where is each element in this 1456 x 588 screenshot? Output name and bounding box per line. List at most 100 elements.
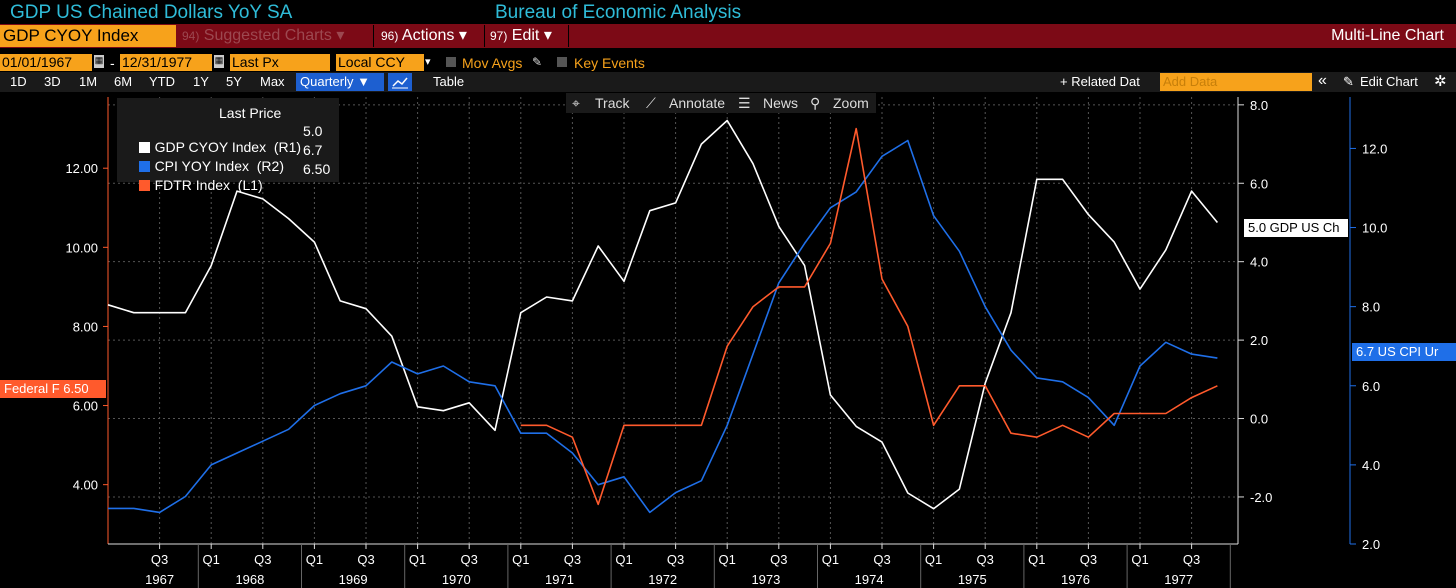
cpi-last-tag: 6.7 US CPI Ur <box>1352 343 1456 361</box>
key-events-label[interactable]: Key Events <box>574 55 645 71</box>
annotate-icon[interactable]: ⟋ <box>646 95 656 111</box>
end-date-field[interactable]: 12/31/1977 <box>120 54 212 71</box>
range-6m-button[interactable]: 6M <box>114 74 133 89</box>
x-quarter-label: Q3 <box>564 552 581 567</box>
data-source: Bureau of Economic Analysis <box>495 2 742 23</box>
x-quarter-label: Q3 <box>667 552 684 567</box>
x-year-label: 1975 <box>958 572 987 587</box>
start-date-field[interactable]: 01/01/1967 <box>0 54 92 71</box>
currency-select[interactable]: Local CCY <box>336 54 424 71</box>
x-quarter-label: Q3 <box>873 552 890 567</box>
legend-value-cpi: 6.7 <box>303 142 323 158</box>
news-icon[interactable]: ☰ <box>738 95 751 111</box>
edit-chart-button[interactable]: Edit Chart <box>1360 74 1418 89</box>
price-field-select[interactable]: Last Px <box>230 54 330 71</box>
left-tick-label: 8.00 <box>73 319 98 334</box>
annotate-button[interactable]: Annotate <box>669 95 726 111</box>
x-year-label: 1976 <box>1061 572 1090 587</box>
x-quarter-label: Q1 <box>512 552 529 567</box>
pencil-icon[interactable]: ✎ <box>532 55 543 69</box>
zoom-button[interactable]: Zoom <box>833 95 869 111</box>
actions-menu[interactable]: 96) Actions ▾ <box>381 27 467 44</box>
edit-menu[interactable]: 97) Edit ▾ <box>490 27 552 44</box>
x-year-label: 1968 <box>235 572 264 587</box>
x-quarter-label: Q1 <box>822 552 839 567</box>
calendar-icon[interactable]: ▦ <box>94 55 104 68</box>
range-5y-button[interactable]: 5Y <box>226 74 242 89</box>
zoom-icon[interactable]: ⚲ <box>810 95 821 111</box>
gear-icon[interactable]: ✲ <box>1434 73 1447 90</box>
range-3d-button[interactable]: 3D <box>44 74 61 89</box>
series-line-l1 <box>520 127 1218 506</box>
x-quarter-label: Q3 <box>461 552 478 567</box>
x-quarter-label: Q1 <box>203 552 220 567</box>
suggested-charts-menu[interactable]: 94) Suggested Charts ▾ <box>182 27 345 44</box>
left-tick-label: 4.00 <box>73 478 98 493</box>
table-button[interactable]: Table <box>433 74 465 89</box>
news-button[interactable]: News <box>763 95 799 111</box>
legend-row-gdp[interactable]: GDP CYOY Index (R1) <box>123 123 301 171</box>
x-year-label: 1970 <box>442 572 471 587</box>
chart-tools: ⌖ Track ⟋ Annotate ☰ News ⚲ Zoom <box>566 93 876 113</box>
periodicity-select[interactable]: Quarterly ▼ <box>296 73 384 91</box>
range-max-button[interactable]: Max <box>260 74 285 89</box>
ticker-field[interactable]: GDP CYOY Index <box>0 25 176 47</box>
r1-tick-label: 2.0 <box>1250 333 1268 348</box>
chart-type-label: Multi-Line Chart <box>1331 27 1444 44</box>
title-bar: GDP US Chained Dollars YoY SA Bureau of … <box>0 0 1456 24</box>
r1-tick-label: 8.0 <box>1250 98 1268 113</box>
x-quarter-label: Q3 <box>254 552 271 567</box>
mov-avgs-checkbox[interactable] <box>446 57 456 67</box>
chevron-down-icon[interactable]: ▾ <box>425 56 431 68</box>
x-year-label: 1967 <box>145 572 174 587</box>
x-quarter-label: Q1 <box>925 552 942 567</box>
mov-avgs-label[interactable]: Mov Avgs <box>462 55 523 71</box>
legend-row-cpi[interactable]: CPI YOY Index (R2) <box>123 142 284 190</box>
left-tick-label: 6.00 <box>73 399 98 414</box>
gdp-last-tag: 5.0 GDP US Ch <box>1244 219 1348 237</box>
key-events-checkbox[interactable] <box>557 57 567 67</box>
add-data-input[interactable]: Add Data <box>1160 73 1312 91</box>
series-line-r2 <box>108 139 1218 514</box>
left-tick-label: 12.00 <box>65 161 98 176</box>
r1-tick-label: 0.0 <box>1250 412 1268 427</box>
legend-heading: Last Price <box>219 105 282 121</box>
chart-legend: Last Price GDP CYOY Index (R1) 5.0 CPI Y… <box>117 98 339 193</box>
x-year-label: 1971 <box>545 572 574 587</box>
legend-value-gdp: 5.0 <box>303 123 323 139</box>
chart-axes <box>107 97 1351 545</box>
x-year-label: 1969 <box>339 572 368 587</box>
r2-tick-label: 10.0 <box>1362 221 1387 236</box>
x-quarter-label: Q1 <box>409 552 426 567</box>
collapse-icon[interactable]: « <box>1318 72 1327 89</box>
x-year-label: 1974 <box>855 572 884 587</box>
left-tick-label: 10.00 <box>65 240 98 255</box>
menu-bar <box>0 24 1456 48</box>
r2-tick-label: 6.0 <box>1362 379 1380 394</box>
range-1m-button[interactable]: 1M <box>79 74 98 89</box>
x-quarter-label: Q1 <box>719 552 736 567</box>
track-button[interactable]: Track <box>595 95 630 111</box>
range-1y-button[interactable]: 1Y <box>193 74 209 89</box>
calendar-icon[interactable]: ▦ <box>214 55 224 68</box>
legend-row-fdtr[interactable]: FDTR Index (L1) <box>123 161 263 209</box>
x-quarter-label: Q3 <box>1080 552 1097 567</box>
x-quarter-label: Q1 <box>615 552 632 567</box>
r2-tick-label: 8.0 <box>1362 300 1380 315</box>
multi-line-chart[interactable]: 4.00 6.00 8.00 10.00 12.00 -2.0 0.0 2.0 4.0 6.0 8.… <box>0 92 1456 588</box>
range-1d-button[interactable]: 1D <box>10 74 27 89</box>
chart-series <box>107 119 1219 514</box>
r2-tick-label: 12.0 <box>1362 141 1387 156</box>
pencil-icon[interactable]: ✎ <box>1343 74 1354 89</box>
x-quarter-label: Q1 <box>1028 552 1045 567</box>
x-quarter-label: Q3 <box>1183 552 1200 567</box>
x-quarter-label: Q3 <box>357 552 374 567</box>
x-year-label: 1973 <box>751 572 780 587</box>
line-chart-icon[interactable] <box>388 73 412 91</box>
range-ytd-button[interactable]: YTD <box>149 74 175 89</box>
related-data-button[interactable]: + Related Dat <box>1060 74 1140 89</box>
x-quarter-label: Q3 <box>151 552 168 567</box>
track-icon[interactable]: ⌖ <box>572 95 580 111</box>
date-separator: - <box>110 55 115 71</box>
r1-tick-label: 6.0 <box>1250 176 1268 191</box>
